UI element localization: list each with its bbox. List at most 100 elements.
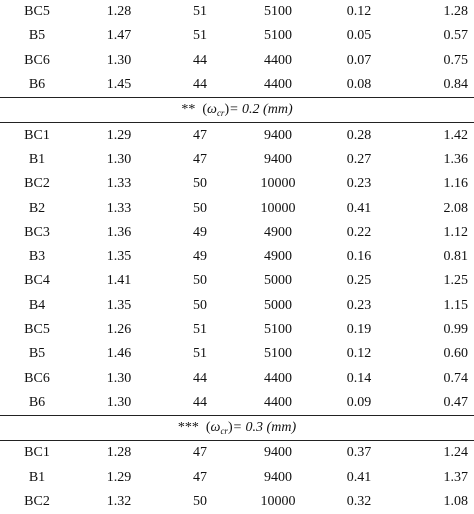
value-cell: 50	[193, 297, 207, 313]
value-cell: 4900	[264, 224, 292, 240]
value-cell: 50	[193, 176, 207, 192]
value-cell: 50	[193, 273, 207, 289]
section-header-row: *** (ωcr)= 0.3 (mm)	[0, 415, 474, 442]
value-cell: 5100	[264, 322, 292, 337]
value-cell: 0.08	[346, 77, 372, 93]
value-cell: 0.57	[443, 28, 469, 44]
specimen-cell: BC4	[24, 273, 50, 289]
value-cell: 1.30	[106, 394, 132, 410]
omega-symbol: ω	[207, 102, 217, 118]
value-cell: 0.12	[346, 346, 372, 362]
value-cell: 0.37	[346, 445, 372, 461]
value-cell: 1.26	[106, 322, 132, 337]
value-cell: 1.36	[443, 151, 469, 167]
value-cell: 5100	[264, 28, 292, 44]
value-cell: 1.33	[106, 200, 132, 216]
specimen-cell: B3	[28, 249, 46, 265]
value-cell: 49	[193, 224, 207, 240]
value-cell: 1.35	[106, 297, 132, 313]
value-cell: 1.25	[443, 273, 469, 289]
value-cell: 0.12	[346, 4, 372, 20]
value-cell: 1.30	[106, 52, 132, 68]
specimen-cell: BC3	[24, 224, 50, 240]
value-cell: 0.28	[346, 127, 372, 143]
value-cell: 4400	[264, 52, 292, 68]
value-cell: 1.16	[443, 176, 469, 192]
value-cell: 51	[193, 4, 207, 20]
section-header-row: ** (ωcr)= 0.2 (mm)	[0, 97, 474, 124]
specimen-cell: BC1	[24, 127, 50, 143]
value-cell: 5100	[264, 4, 292, 20]
omega-subscript: cr	[216, 108, 225, 119]
value-cell: 0.47	[443, 394, 469, 410]
specimen-cell: B1	[28, 469, 46, 485]
value-cell: 9400	[264, 469, 292, 485]
section-marker: ***	[177, 420, 199, 436]
table-row: B6 1.45 44 4400 0.08 0.84	[0, 73, 474, 98]
value-cell: 0.09	[346, 394, 372, 410]
section-header: *** (ωcr)= 0.3 (mm)	[0, 415, 474, 442]
value-cell: 0.41	[346, 469, 372, 485]
specimen-cell: BC2	[24, 494, 50, 510]
value-cell: 0.81	[443, 249, 469, 265]
value-cell: 0.16	[346, 249, 372, 265]
value-cell: 0.75	[443, 52, 469, 68]
specimen-cell: B1	[28, 151, 46, 167]
value-cell: 0.41	[346, 200, 372, 216]
value-cell: 0.25	[346, 273, 372, 289]
value-cell: 49	[193, 249, 207, 265]
value-cell: 1.36	[106, 224, 132, 240]
table-row: BC1 1.28 47 9400 0.37 1.24	[0, 441, 474, 466]
value-cell: 5100	[264, 346, 292, 362]
value-cell: 0.23	[346, 176, 372, 192]
value-cell: 0.27	[346, 151, 372, 167]
specimen-cell: BC2	[24, 176, 50, 192]
value-cell: 1.24	[443, 445, 469, 461]
value-cell: 10000	[260, 200, 296, 216]
value-cell: 1.29	[106, 127, 132, 143]
value-cell: 10000	[260, 176, 296, 192]
omega-symbol: ω	[210, 420, 221, 436]
table-row: B1 1.30 47 9400 0.27 1.36	[0, 148, 474, 172]
value-cell: 1.47	[106, 28, 132, 44]
specimen-cell: B5	[28, 28, 46, 44]
value-cell: 4400	[264, 77, 292, 93]
value-cell: 51	[193, 322, 207, 337]
value-cell: 1.08	[443, 494, 469, 510]
value-cell: 44	[193, 394, 207, 410]
value-cell: 1.30	[106, 151, 132, 167]
table-row: BC5 1.28 51 5100 0.12 1.28	[0, 0, 474, 24]
value-cell: 0.23	[346, 297, 372, 313]
value-cell: 1.30	[106, 370, 132, 386]
table-row: B6 1.30 44 4400 0.09 0.47	[0, 391, 474, 416]
value-cell: 0.84	[443, 77, 469, 93]
specimen-cell: B5	[28, 346, 46, 362]
value-cell: 9400	[264, 445, 292, 461]
value-cell: 47	[193, 469, 207, 485]
value-cell: 47	[193, 127, 207, 143]
value-cell: 1.28	[443, 4, 469, 20]
value-cell: 51	[193, 346, 207, 362]
value-cell: 5000	[264, 297, 292, 313]
value-cell: 0.22	[346, 224, 372, 240]
table-row: BC3 1.36 49 4900 0.22 1.12	[0, 221, 474, 245]
value-cell: 1.15	[443, 297, 469, 313]
value-cell: 1.41	[106, 273, 132, 289]
value-cell: 1.35	[106, 249, 132, 265]
section-threshold: = 0.2 (mm)	[229, 102, 293, 118]
value-cell: 44	[193, 370, 207, 386]
value-cell: 50	[193, 494, 207, 510]
specimen-cell: B4	[28, 297, 46, 313]
value-cell: 0.74	[443, 370, 469, 386]
value-cell: 0.60	[443, 346, 469, 362]
value-cell: 51	[193, 28, 207, 44]
table-row: B3 1.35 49 4900 0.16 0.81	[0, 245, 474, 269]
value-cell: 4900	[264, 249, 292, 265]
specimen-cell: B6	[28, 77, 46, 93]
value-cell: 0.32	[346, 494, 372, 510]
specimen-cell: B2	[28, 200, 46, 216]
value-cell: 9400	[264, 151, 292, 167]
value-cell: 1.28	[106, 4, 132, 20]
value-cell: 0.05	[346, 28, 372, 44]
value-cell: 4400	[264, 394, 292, 410]
